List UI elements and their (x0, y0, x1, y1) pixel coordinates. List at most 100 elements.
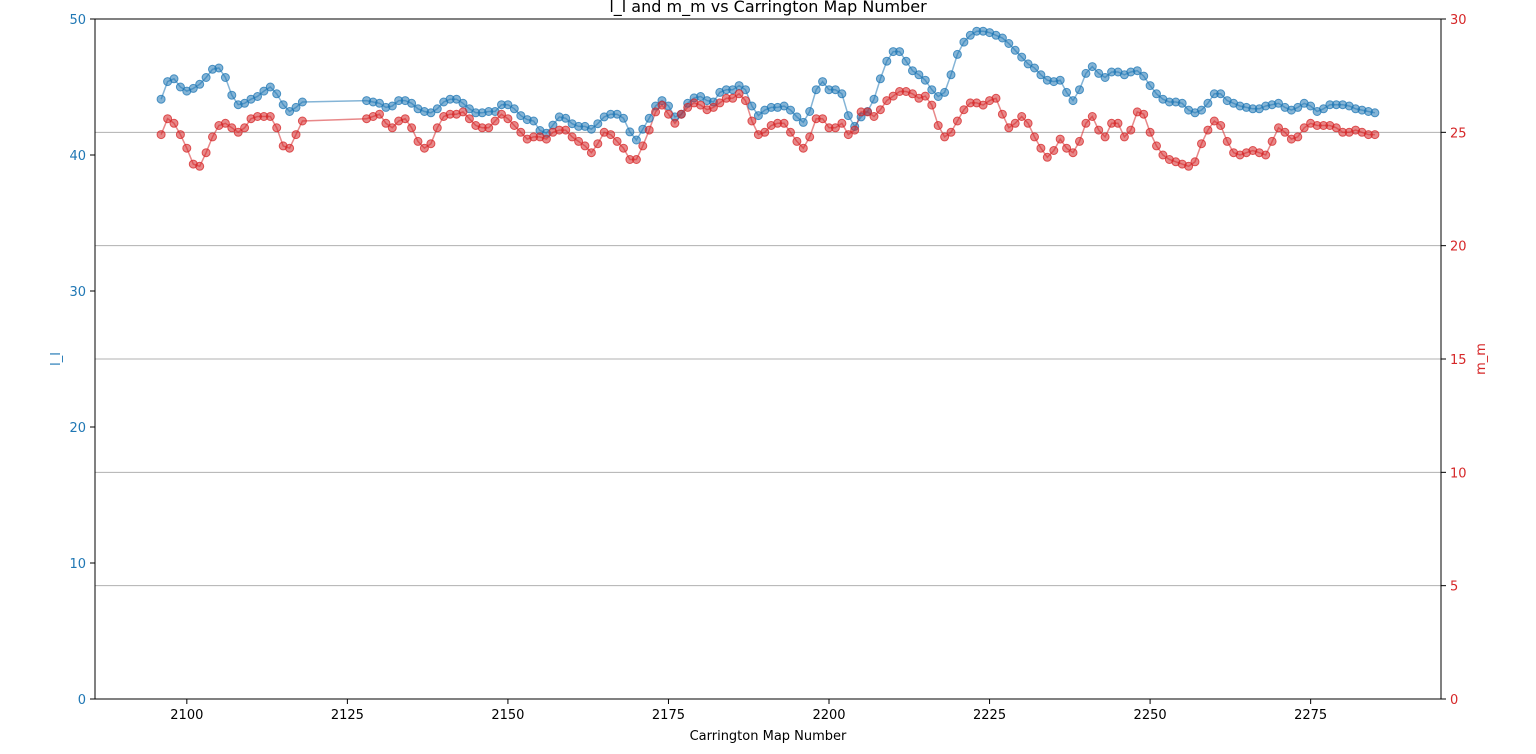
data-point-l_l (741, 85, 750, 95)
data-point-m_m (1203, 125, 1213, 135)
data-point-m_m (541, 134, 551, 144)
data-point-m_m (1158, 150, 1168, 160)
data-point-m_m (1261, 150, 1271, 160)
data-point-l_l (220, 73, 230, 82)
data-point-m_m (670, 118, 680, 128)
y-right-tick-label: 10 (1450, 466, 1467, 481)
y-right-tick-label: 15 (1450, 353, 1467, 368)
data-point-m_m (798, 143, 808, 153)
data-point-l_l (458, 98, 468, 108)
data-point-l_l (1023, 59, 1033, 69)
data-point-m_m (1075, 136, 1084, 146)
data-point-m_m (747, 116, 757, 126)
data-point-l_l (946, 70, 956, 80)
data-point-l_l (1203, 98, 1213, 108)
data-point-l_l (914, 70, 924, 80)
data-point-m_m (1274, 123, 1283, 133)
data-point-m_m (978, 100, 988, 110)
data-point-l_l (1216, 89, 1226, 99)
series-lines (160, 30, 1376, 168)
data-point-l_l (1274, 98, 1283, 108)
data-point-m_m (850, 125, 860, 135)
data-point-l_l (272, 89, 282, 99)
data-point-m_m (959, 105, 969, 115)
data-point-m_m (195, 161, 205, 171)
data-point-l_l (612, 109, 622, 119)
data-point-m_m (869, 112, 879, 121)
x-tick-label: 2275 (1294, 708, 1327, 723)
data-point-l_l (214, 63, 224, 73)
data-point-m_m (285, 143, 295, 153)
data-point-m_m (169, 118, 179, 128)
data-point-l_l (426, 108, 436, 118)
data-point-m_m (1081, 118, 1091, 128)
data-point-m_m (503, 114, 513, 124)
x-tick-label: 2125 (331, 708, 364, 723)
data-point-l_l (503, 100, 513, 110)
x-tick-label: 2250 (1134, 708, 1167, 723)
data-point-m_m (882, 96, 892, 106)
series-markers (156, 26, 1380, 171)
data-point-l_l (882, 56, 892, 66)
data-point-m_m (1190, 157, 1200, 167)
data-point-l_l (265, 82, 275, 92)
data-point-m_m (291, 130, 301, 140)
data-point-m_m (606, 130, 616, 140)
data-point-m_m (574, 136, 584, 146)
data-point-l_l (798, 117, 808, 127)
data-point-l_l (509, 104, 519, 114)
axes: 2100 2125 2150 2175 2200 2225 2250 2275 0 10 20 30 4… (69, 13, 1466, 723)
y-left-tick-label: 20 (69, 421, 86, 436)
data-point-l_l (1132, 66, 1142, 76)
data-point-m_m (708, 102, 718, 112)
data-point-m_m (991, 93, 1001, 103)
data-point-l_l (387, 101, 397, 111)
data-point-m_m (734, 89, 744, 99)
data-point-m_m (561, 125, 571, 135)
data-point-l_l (843, 111, 853, 121)
data-point-l_l (631, 135, 641, 145)
data-point-m_m (1126, 125, 1136, 135)
data-point-m_m (1370, 130, 1380, 140)
data-point-l_l (818, 77, 828, 87)
data-point-l_l (940, 87, 950, 97)
data-point-l_l (259, 86, 269, 96)
data-point-l_l (1081, 68, 1091, 78)
data-point-l_l (786, 105, 795, 115)
data-point-m_m (516, 127, 526, 137)
data-point-l_l (779, 101, 789, 111)
data-point-m_m (612, 136, 622, 146)
data-point-l_l (529, 116, 539, 126)
y-axis-label-left: l_l (49, 352, 64, 366)
data-point-m_m (728, 93, 738, 103)
data-point-l_l (291, 102, 301, 112)
data-point-m_m (484, 123, 494, 133)
data-point-l_l (869, 94, 879, 104)
data-point-l_l (169, 74, 179, 84)
data-point-m_m (920, 91, 930, 101)
data-point-l_l (561, 113, 571, 123)
data-point-m_m (875, 105, 885, 115)
data-point-l_l (1010, 45, 1020, 55)
data-point-m_m (997, 109, 1007, 119)
data-point-l_l (959, 37, 969, 47)
data-point-l_l (1068, 96, 1078, 106)
data-point-m_m (490, 116, 500, 126)
data-point-m_m (458, 107, 468, 117)
data-point-l_l (227, 90, 237, 100)
data-point-l_l (1055, 75, 1065, 85)
data-point-m_m (233, 127, 243, 137)
data-point-l_l (452, 94, 461, 104)
data-point-m_m (741, 96, 750, 106)
data-point-m_m (387, 123, 397, 133)
data-point-l_l (253, 92, 262, 101)
y-axis-label-right: m_m (1474, 343, 1489, 375)
data-point-m_m (1267, 136, 1277, 146)
data-point-m_m (651, 107, 661, 117)
data-point-m_m (586, 148, 596, 158)
data-point-m_m (837, 118, 847, 128)
data-point-m_m (182, 143, 192, 153)
data-point-l_l (297, 97, 307, 107)
data-point-m_m (297, 116, 307, 126)
x-axis-label: Carrington Map Number (690, 729, 847, 744)
